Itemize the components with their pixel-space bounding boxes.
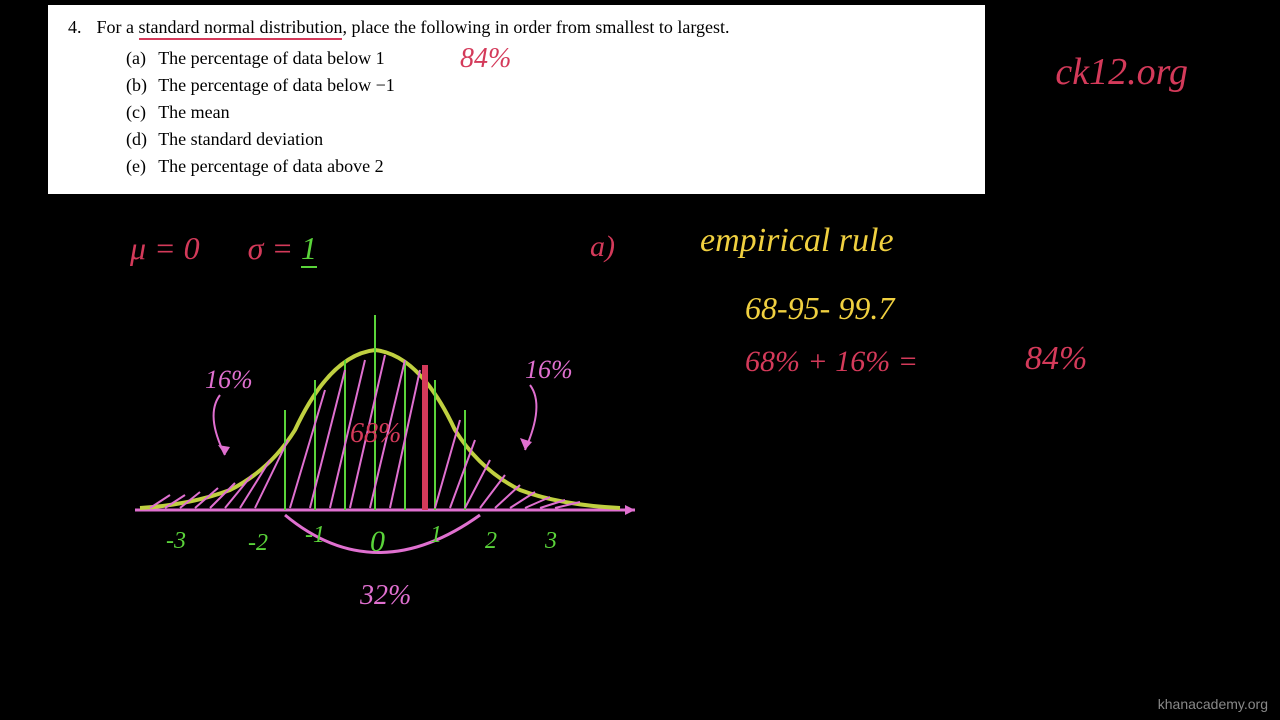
option-e: (e) The percentage of data above 2: [126, 156, 965, 177]
left-tail-label: 16%: [205, 365, 253, 395]
x-label-0: 0: [370, 525, 385, 559]
below-arc-label: 32%: [360, 580, 411, 612]
sigma-label: σ = 1: [248, 230, 317, 266]
question-text: 4. For a standard normal distribution, p…: [68, 17, 965, 38]
calculation-result: 84%: [1025, 340, 1087, 378]
answer-annotation: 84%: [460, 43, 511, 75]
option-d: (d) The standard deviation: [126, 129, 965, 150]
options-list: (a) The percentage of data below 1 (b) T…: [126, 48, 965, 177]
x-label-n3: -3: [166, 528, 186, 555]
x-label-1: 1: [430, 522, 442, 549]
calculation-text: 68% + 16% =: [745, 345, 918, 379]
question-underlined: standard normal distribution: [139, 17, 343, 40]
question-number: 4.: [68, 17, 92, 38]
watermark: khanacademy.org: [1158, 696, 1268, 712]
attribution-text: ck12.org: [1055, 50, 1188, 94]
x-label-2: 2: [485, 528, 497, 555]
option-c: (c) The mean: [126, 102, 965, 123]
bell-curve-diagram: 16% 16% 68% 32% -3 -2 -1 0 1 2 3: [130, 310, 640, 620]
option-b: (b) The percentage of data below −1: [126, 75, 965, 96]
right-tail-label: 16%: [525, 355, 573, 385]
rule-numbers: 68-95- 99.7: [745, 290, 894, 327]
part-a-label: a): [590, 230, 615, 264]
x-label-n2: -2: [248, 530, 268, 557]
question-prefix: For a: [97, 17, 139, 37]
center-label: 68%: [350, 418, 401, 450]
x-label-3: 3: [545, 528, 557, 555]
empirical-rule-title: empirical rule: [700, 222, 894, 260]
option-a: (a) The percentage of data below 1: [126, 48, 965, 69]
parameters: μ = 0 σ = 1: [130, 230, 317, 267]
mu-equals: μ = 0: [130, 230, 200, 266]
x-label-n1: -1: [305, 522, 325, 549]
question-suffix: , place the following in order from smal…: [342, 17, 729, 37]
problem-box: 4. For a standard normal distribution, p…: [48, 5, 985, 194]
